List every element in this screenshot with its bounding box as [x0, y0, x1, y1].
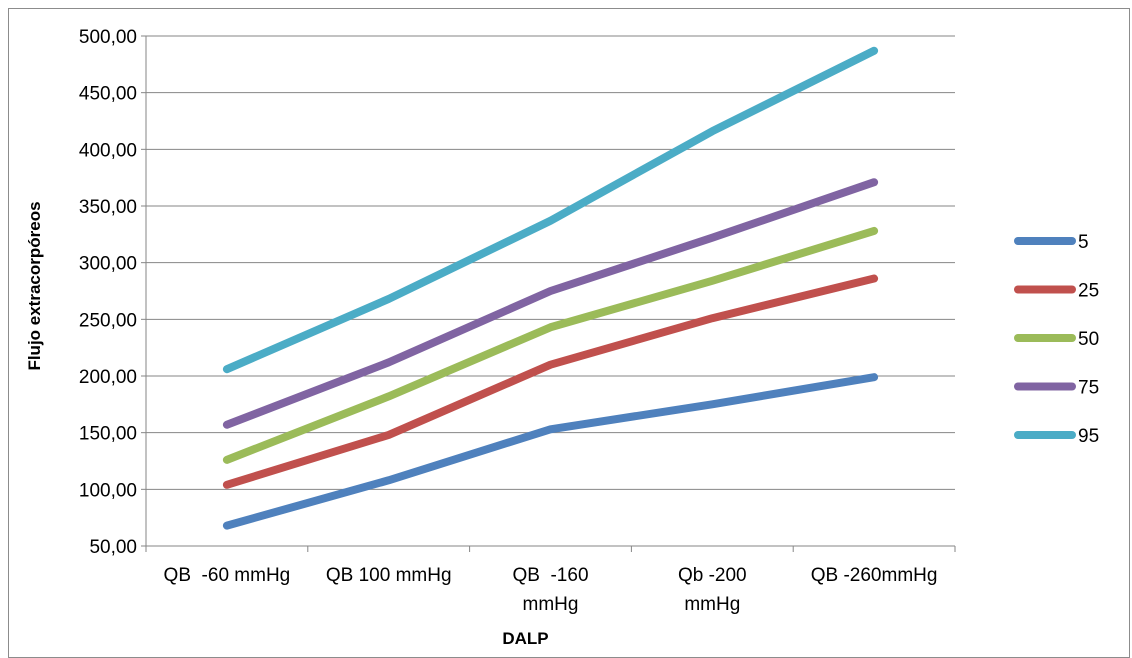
y-tick-label: 150,00: [79, 424, 137, 445]
y-tick-label: 50,00: [89, 537, 137, 558]
y-tick-label: 350,00: [79, 197, 137, 218]
legend-label-75: 75: [1078, 378, 1099, 399]
x-tick-label: QB -260mmHg: [811, 565, 938, 586]
series-line-25: [227, 279, 874, 485]
x-tick-label: QB 100 mmHg: [326, 565, 452, 586]
y-tick-label: 400,00: [79, 140, 137, 161]
legend-label-50: 50: [1078, 329, 1099, 350]
y-axis-title: Flujo extracorpóreos: [25, 201, 44, 370]
x-tick-label: QB -60 mmHg: [164, 565, 291, 586]
y-tick-label: 250,00: [79, 310, 137, 331]
legend-label-25: 25: [1078, 281, 1099, 302]
legend-label-5: 5: [1078, 232, 1089, 253]
y-tick-label: 100,00: [79, 480, 137, 501]
legend-label-95: 95: [1078, 426, 1099, 447]
y-tick-label: 300,00: [79, 254, 137, 275]
y-tick-label: 500,00: [79, 27, 137, 48]
x-axis-title: DALP: [502, 629, 548, 648]
gridlines: [146, 36, 955, 489]
series-line-95: [227, 51, 874, 369]
y-tick-label: 200,00: [79, 367, 137, 388]
y-tick-label: 450,00: [79, 84, 137, 105]
series-lines: [227, 51, 874, 526]
axes: 50,00 100,00 150,00 200,00 250,00 300,00 350,0…: [79, 27, 955, 615]
legend: 5 25 50 75 95: [1018, 232, 1099, 447]
